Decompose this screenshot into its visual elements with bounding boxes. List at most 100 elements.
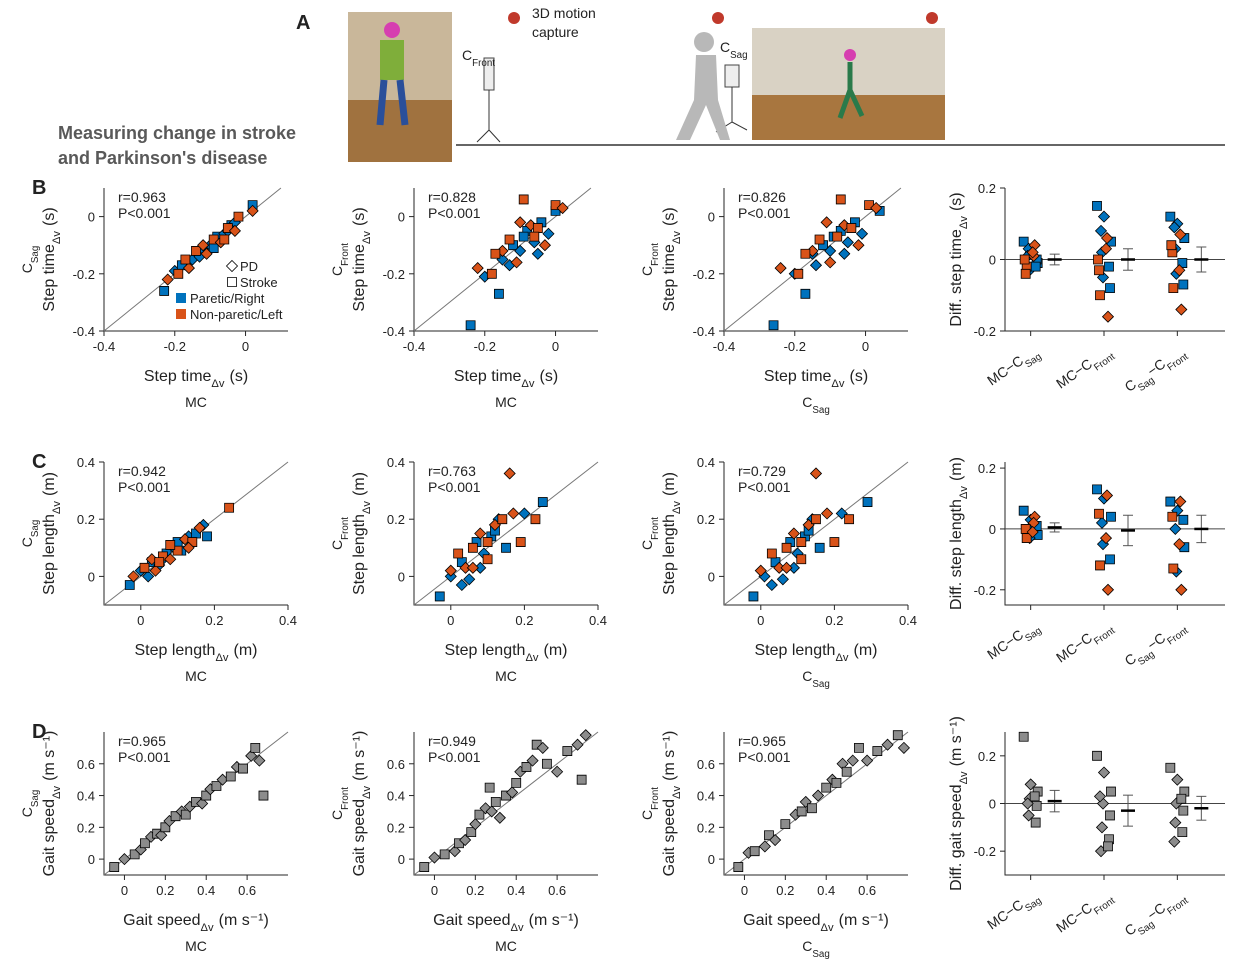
y-source-label-part: Front	[650, 517, 661, 540]
y-axis-label-part: Gait speed	[351, 799, 368, 876]
y-tick-label: -0.4	[693, 324, 715, 339]
x-tick-label: 0	[447, 613, 454, 628]
y-tick-label: 0.2	[978, 749, 996, 764]
x-tick-label: 0.4	[197, 883, 215, 898]
mocap-cam	[508, 12, 520, 24]
marker	[212, 782, 221, 791]
marker	[1106, 555, 1115, 564]
category-label-part: MC−C	[1053, 629, 1095, 665]
y-source-label: CFront	[329, 787, 351, 820]
marker	[882, 739, 893, 750]
marker	[1166, 212, 1175, 221]
x-tick-label: -0.2	[164, 339, 186, 354]
marker	[781, 562, 792, 573]
marker	[498, 515, 507, 524]
x-source-label-part: MC	[185, 394, 207, 410]
marker	[1099, 767, 1110, 778]
panel-label: C	[32, 451, 46, 473]
x-source-label: MC	[495, 668, 517, 684]
marker	[155, 558, 164, 567]
camera-label-part: Front	[472, 58, 495, 69]
y-axis-label-part: Step time	[41, 244, 58, 312]
y-axis-label-part: Δv	[958, 216, 970, 229]
marker	[1095, 509, 1104, 518]
marker	[1176, 304, 1187, 315]
marker	[812, 515, 821, 524]
marker	[539, 240, 550, 251]
x-tick-label: 0	[862, 339, 869, 354]
marker	[1019, 732, 1028, 741]
x-axis-label-part: Step length	[754, 642, 835, 659]
marker	[203, 532, 212, 541]
marker	[1020, 255, 1029, 264]
marker	[836, 195, 845, 204]
x-axis-label: Gait speedΔv(m s⁻¹)	[433, 912, 579, 934]
y-tick-label: -0.4	[73, 324, 95, 339]
marker	[857, 228, 868, 239]
marker	[485, 783, 494, 792]
marker	[1032, 801, 1041, 810]
x-tick-label: 0	[741, 883, 748, 898]
marker	[542, 759, 551, 768]
y-source-label-part: C	[19, 807, 35, 817]
x-source-label-part: C	[802, 668, 812, 684]
x-tick-label: 0	[431, 883, 438, 898]
marker	[832, 778, 841, 787]
y-axis-label: Gait speedΔv(m s⁻¹)	[41, 731, 63, 877]
y-axis-label-part: Δv	[671, 501, 683, 514]
y-axis-label-part: Δv	[361, 501, 373, 514]
x-source-label-part: MC	[495, 394, 517, 410]
marker	[563, 747, 572, 756]
category-label-part: Sag	[1023, 625, 1044, 644]
marker	[226, 772, 235, 781]
x-tick-label: 0	[757, 613, 764, 628]
y-axis-label-part: Δv	[51, 785, 63, 798]
walker-head	[694, 32, 714, 52]
y-axis-label-part: (m s⁻¹)	[661, 731, 678, 781]
marker	[1107, 512, 1116, 521]
y-axis-label-part: Δv	[958, 771, 970, 784]
y-tick-label: 0	[708, 210, 715, 225]
x-source-label-part: Sag	[812, 949, 829, 959]
x-source-label-part: MC	[185, 938, 207, 954]
marker	[749, 592, 758, 601]
marker	[472, 263, 483, 274]
x-axis-label-part: (s)	[230, 368, 249, 385]
marker	[162, 274, 173, 285]
marker	[1179, 806, 1188, 815]
marker	[1176, 584, 1187, 595]
y-axis-label-part: (m)	[351, 472, 368, 496]
x-tick-label: -0.4	[93, 339, 115, 354]
y-tick-label: -0.2	[693, 267, 715, 282]
marker	[487, 269, 496, 278]
stat-label: r=0.763	[428, 463, 476, 479]
marker	[1104, 842, 1113, 851]
x-source-label-part: MC	[495, 938, 517, 954]
mocap-cam	[926, 12, 938, 24]
y-tick-label: 0	[88, 569, 95, 584]
y-source-label: CSag	[19, 246, 41, 274]
y-source-label-part: C	[639, 266, 655, 276]
y-tick-label: 0.2	[387, 512, 405, 527]
marker	[1167, 241, 1176, 250]
marker	[847, 224, 856, 233]
marker	[1095, 266, 1104, 275]
y-axis-label: Step lengthΔv(m)	[351, 472, 373, 595]
marker	[822, 783, 831, 792]
marker	[1099, 211, 1110, 222]
x-source-label: CSag	[802, 668, 830, 690]
marker	[1166, 497, 1175, 506]
y-tick-label: 0	[398, 852, 405, 867]
marker	[854, 743, 863, 752]
panel-label: B	[32, 177, 46, 199]
y-axis-label-part: Δv	[51, 501, 63, 514]
category-label-part: MC−C	[1053, 899, 1095, 935]
y-source-label: CFront	[639, 243, 661, 276]
marker	[898, 742, 909, 753]
marker	[468, 543, 477, 552]
y-axis-label-part: Δv	[51, 231, 63, 244]
x-source-label: MC	[185, 394, 207, 410]
x-source-label-part: MC	[495, 668, 517, 684]
x-tick-label: 0.2	[515, 613, 533, 628]
stat-label: P<0.001	[118, 749, 171, 765]
